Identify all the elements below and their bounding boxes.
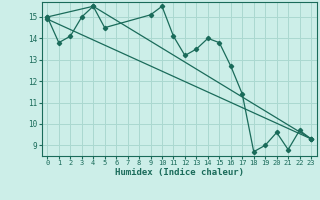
X-axis label: Humidex (Indice chaleur): Humidex (Indice chaleur) [115, 168, 244, 177]
